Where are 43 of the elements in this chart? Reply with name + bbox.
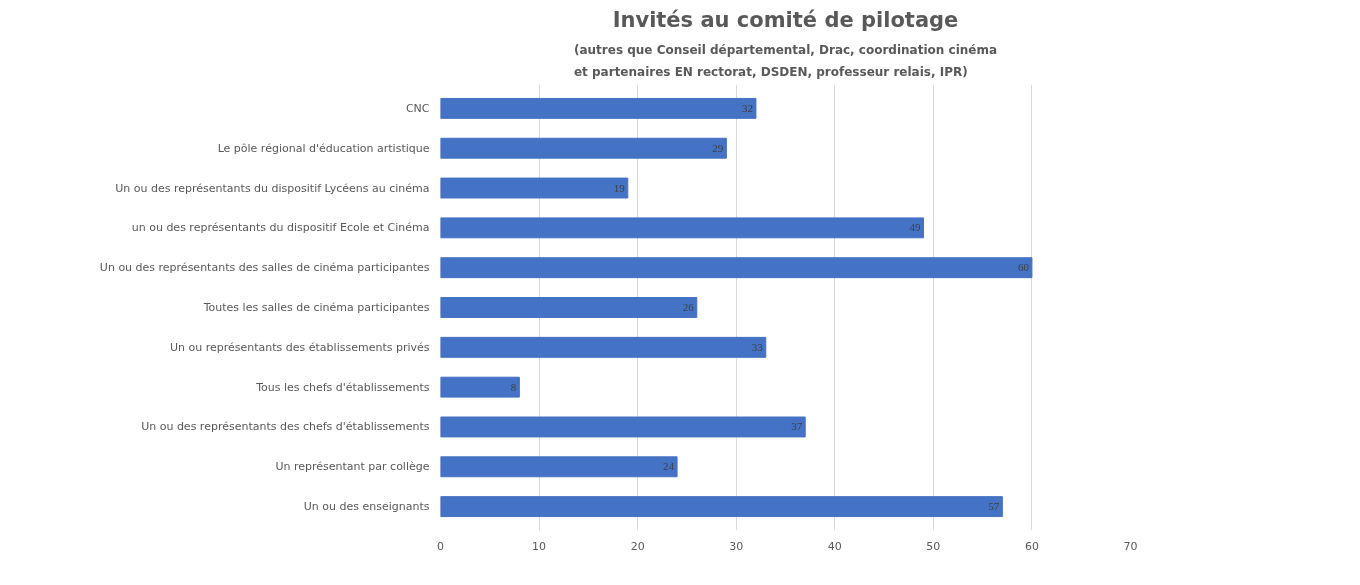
- y-tick-label: Tous les chefs d'établissements: [255, 380, 430, 394]
- x-tick-label: 10: [532, 539, 547, 553]
- y-tick-label: un ou des représentants du dispositif Ecole et Cinéma: [131, 221, 430, 235]
- bar: [440, 97, 757, 119]
- chart-subtitle: (autres que Conseil départemental, Drac, coordination cinéma et partenaires EN rectorat, DSDEN, professeur relais, IPR): [573, 43, 998, 80]
- data-label: 49: [909, 221, 921, 234]
- data-label: 19: [613, 181, 626, 194]
- y-tick-label: Toutes les salles de cinéma participantes: [202, 301, 430, 314]
- data-label: 32: [741, 101, 753, 114]
- y-tick-label: Le pôle régional d'éducation artistique: [217, 141, 430, 155]
- x-tick-label: 20: [630, 539, 645, 553]
- x-tick-label: 70: [1123, 539, 1138, 553]
- data-label: 24: [663, 460, 675, 473]
- data-label: 37: [791, 420, 803, 433]
- x-tick-label: 50: [926, 539, 941, 553]
- y-tick-label: Un ou des enseignants: [303, 500, 430, 514]
- bar: [440, 257, 1033, 279]
- x-tick-label: 60: [1024, 539, 1039, 553]
- y-tick-label: Un ou des représentants des salles de cinéma participantes: [99, 261, 430, 275]
- chart-title: Invités au comité de pilotage: [612, 7, 959, 32]
- data-label: 26: [682, 301, 695, 313]
- y-tick-label: CNC: [405, 101, 430, 115]
- y-tick-label: Un représentant par collège: [275, 460, 430, 474]
- x-tick-label: 30: [729, 539, 744, 553]
- x-tick-label: 40: [827, 539, 842, 553]
- y-tick-label: Un ou des représentants du dispositif Lycéens au cinéma: [115, 181, 430, 195]
- y-tick-label: Un ou des représentants des chefs d'établissements: [141, 420, 430, 434]
- data-label: 29: [712, 141, 724, 154]
- data-label: 33: [751, 340, 764, 353]
- data-label: 8: [510, 380, 517, 393]
- data-label: 57: [988, 500, 1000, 513]
- bar: [440, 217, 924, 239]
- bar: [440, 456, 678, 478]
- bar: [440, 496, 1003, 518]
- bar: [440, 416, 806, 438]
- bar: [440, 376, 520, 398]
- bar: [440, 137, 727, 159]
- data-label: 60: [1017, 261, 1030, 274]
- x-tick-label: 0: [437, 539, 444, 553]
- y-tick-label: Un ou représentants des établissements privés: [169, 340, 430, 354]
- bar: [440, 297, 698, 318]
- bar: [440, 336, 767, 358]
- bar: [440, 177, 629, 199]
